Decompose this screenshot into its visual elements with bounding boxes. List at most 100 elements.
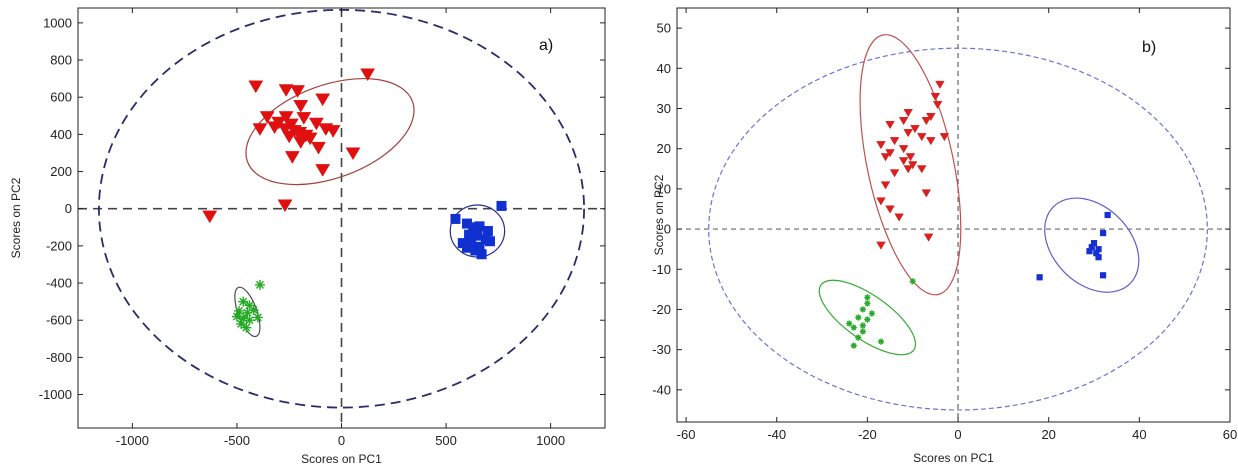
data-point-triangle (935, 80, 945, 89)
data-point-triangle (926, 137, 936, 146)
data-point-triangle (876, 241, 886, 250)
data-point-square (1099, 229, 1107, 237)
data-point-star (254, 279, 265, 290)
data-point-triangle (903, 165, 913, 174)
data-point-triangle (293, 100, 309, 113)
data-point-square (1104, 211, 1111, 219)
data-point-square (461, 242, 472, 253)
data-point-triangle (921, 117, 932, 126)
y-axis-title: Scores on PC2 (9, 177, 23, 258)
data-point-triangle (894, 213, 904, 222)
data-point-triangle (903, 109, 913, 118)
data-point-triangle (916, 165, 927, 174)
data-point-star (864, 294, 871, 301)
data-point-square (1036, 274, 1043, 281)
group-ellipse (818, 279, 917, 356)
data-point-triangle (910, 125, 920, 134)
y-tick-label: 600 (50, 90, 72, 105)
data-point-star (242, 307, 253, 318)
data-point-star (244, 315, 255, 326)
data-point-square (476, 249, 487, 260)
data-point-square (482, 226, 493, 237)
series-square (1036, 197, 1140, 293)
y-tick-label: 50 (657, 21, 671, 36)
y-tick-label: -20 (652, 302, 671, 317)
chart-panel-2: -60 -40 -20 0 20 40 60 -40 -30 -20 -10 0 10 20 30 40 50 S… (652, 7, 1237, 465)
x-tick-label: -20 (858, 427, 877, 442)
data-point-triangle (921, 189, 932, 198)
data-point-triangle (284, 151, 300, 164)
x-tick-label: 500 (435, 433, 457, 448)
data-point-triangle (876, 197, 886, 206)
y-tick-label: -400 (46, 276, 72, 291)
panel-label: b) (1142, 39, 1156, 56)
data-point-triangle (898, 157, 909, 166)
data-point-star (252, 312, 263, 323)
data-point-square (1086, 248, 1093, 255)
data-point-star (248, 304, 259, 315)
x-axis-title: Scores on PC1 (301, 452, 382, 466)
data-point-star (859, 306, 866, 313)
data-point-triangle (290, 85, 306, 98)
series-square (449, 200, 507, 260)
y-tick-label: 400 (50, 127, 72, 142)
y-tick-label: -200 (46, 238, 72, 253)
data-point-triangle (932, 100, 943, 110)
y-tick-label: 800 (50, 53, 72, 68)
series-star (231, 279, 265, 338)
chart-panel-1: -1000 -500 0 500 1000 -1000 -800 -600 -400 -200 0 2… (9, 7, 606, 466)
data-point-triangle (311, 141, 326, 155)
data-point-star (850, 342, 857, 349)
data-point-star (855, 314, 862, 321)
group-ellipse (1044, 197, 1140, 293)
data-point-triangle (315, 93, 331, 107)
x-tick-label: -500 (224, 433, 250, 448)
y-tick-label: -800 (46, 350, 72, 365)
data-point-triangle (880, 153, 891, 162)
data-point-triangle (876, 141, 886, 150)
data-point-triangle (903, 129, 913, 138)
data-point-square (1095, 254, 1102, 261)
data-point-triangle (905, 153, 916, 162)
y-tick-label: 200 (50, 164, 72, 179)
data-point-triangle (889, 137, 900, 146)
data-point-star (241, 322, 252, 333)
data-point-triangle (252, 123, 268, 136)
x-tick-label: -1000 (116, 433, 149, 448)
data-point-triangle (939, 133, 950, 142)
data-point-square (470, 227, 481, 238)
data-point-triangle (880, 181, 891, 190)
data-point-square (1090, 240, 1098, 247)
data-point-star (231, 311, 242, 322)
data-point-star (909, 278, 916, 285)
data-point-triangle (930, 92, 941, 102)
y-tick-label: -600 (46, 313, 72, 328)
data-point-square (484, 236, 495, 247)
y-tick-label: -10 (652, 262, 671, 277)
x-tick-label: 40 (1132, 427, 1146, 442)
y-tick-label: -40 (652, 382, 671, 397)
group-ellipse (245, 77, 415, 186)
data-point-square (461, 218, 472, 229)
data-point-star (864, 300, 871, 307)
data-point-triangle (296, 112, 312, 125)
x-tick-label: 60 (1223, 427, 1237, 442)
data-point-square (496, 200, 507, 211)
data-point-star (238, 313, 249, 324)
y-tick-label: 20 (657, 141, 671, 156)
data-point-triangle (898, 117, 909, 126)
data-point-star (234, 305, 245, 316)
data-point-triangle (907, 161, 918, 170)
data-point-triangle (267, 121, 283, 135)
data-point-square (474, 221, 485, 232)
data-point-triangle (916, 133, 927, 142)
data-point-triangle (889, 169, 900, 178)
x-tick-label: -60 (677, 427, 696, 442)
data-point-star (244, 300, 255, 311)
y-tick-label: 40 (657, 61, 671, 76)
data-point-triangle (315, 164, 331, 177)
data-point-star (846, 320, 853, 327)
series-triangle-down (859, 34, 962, 296)
panel-label: a) (539, 37, 553, 54)
